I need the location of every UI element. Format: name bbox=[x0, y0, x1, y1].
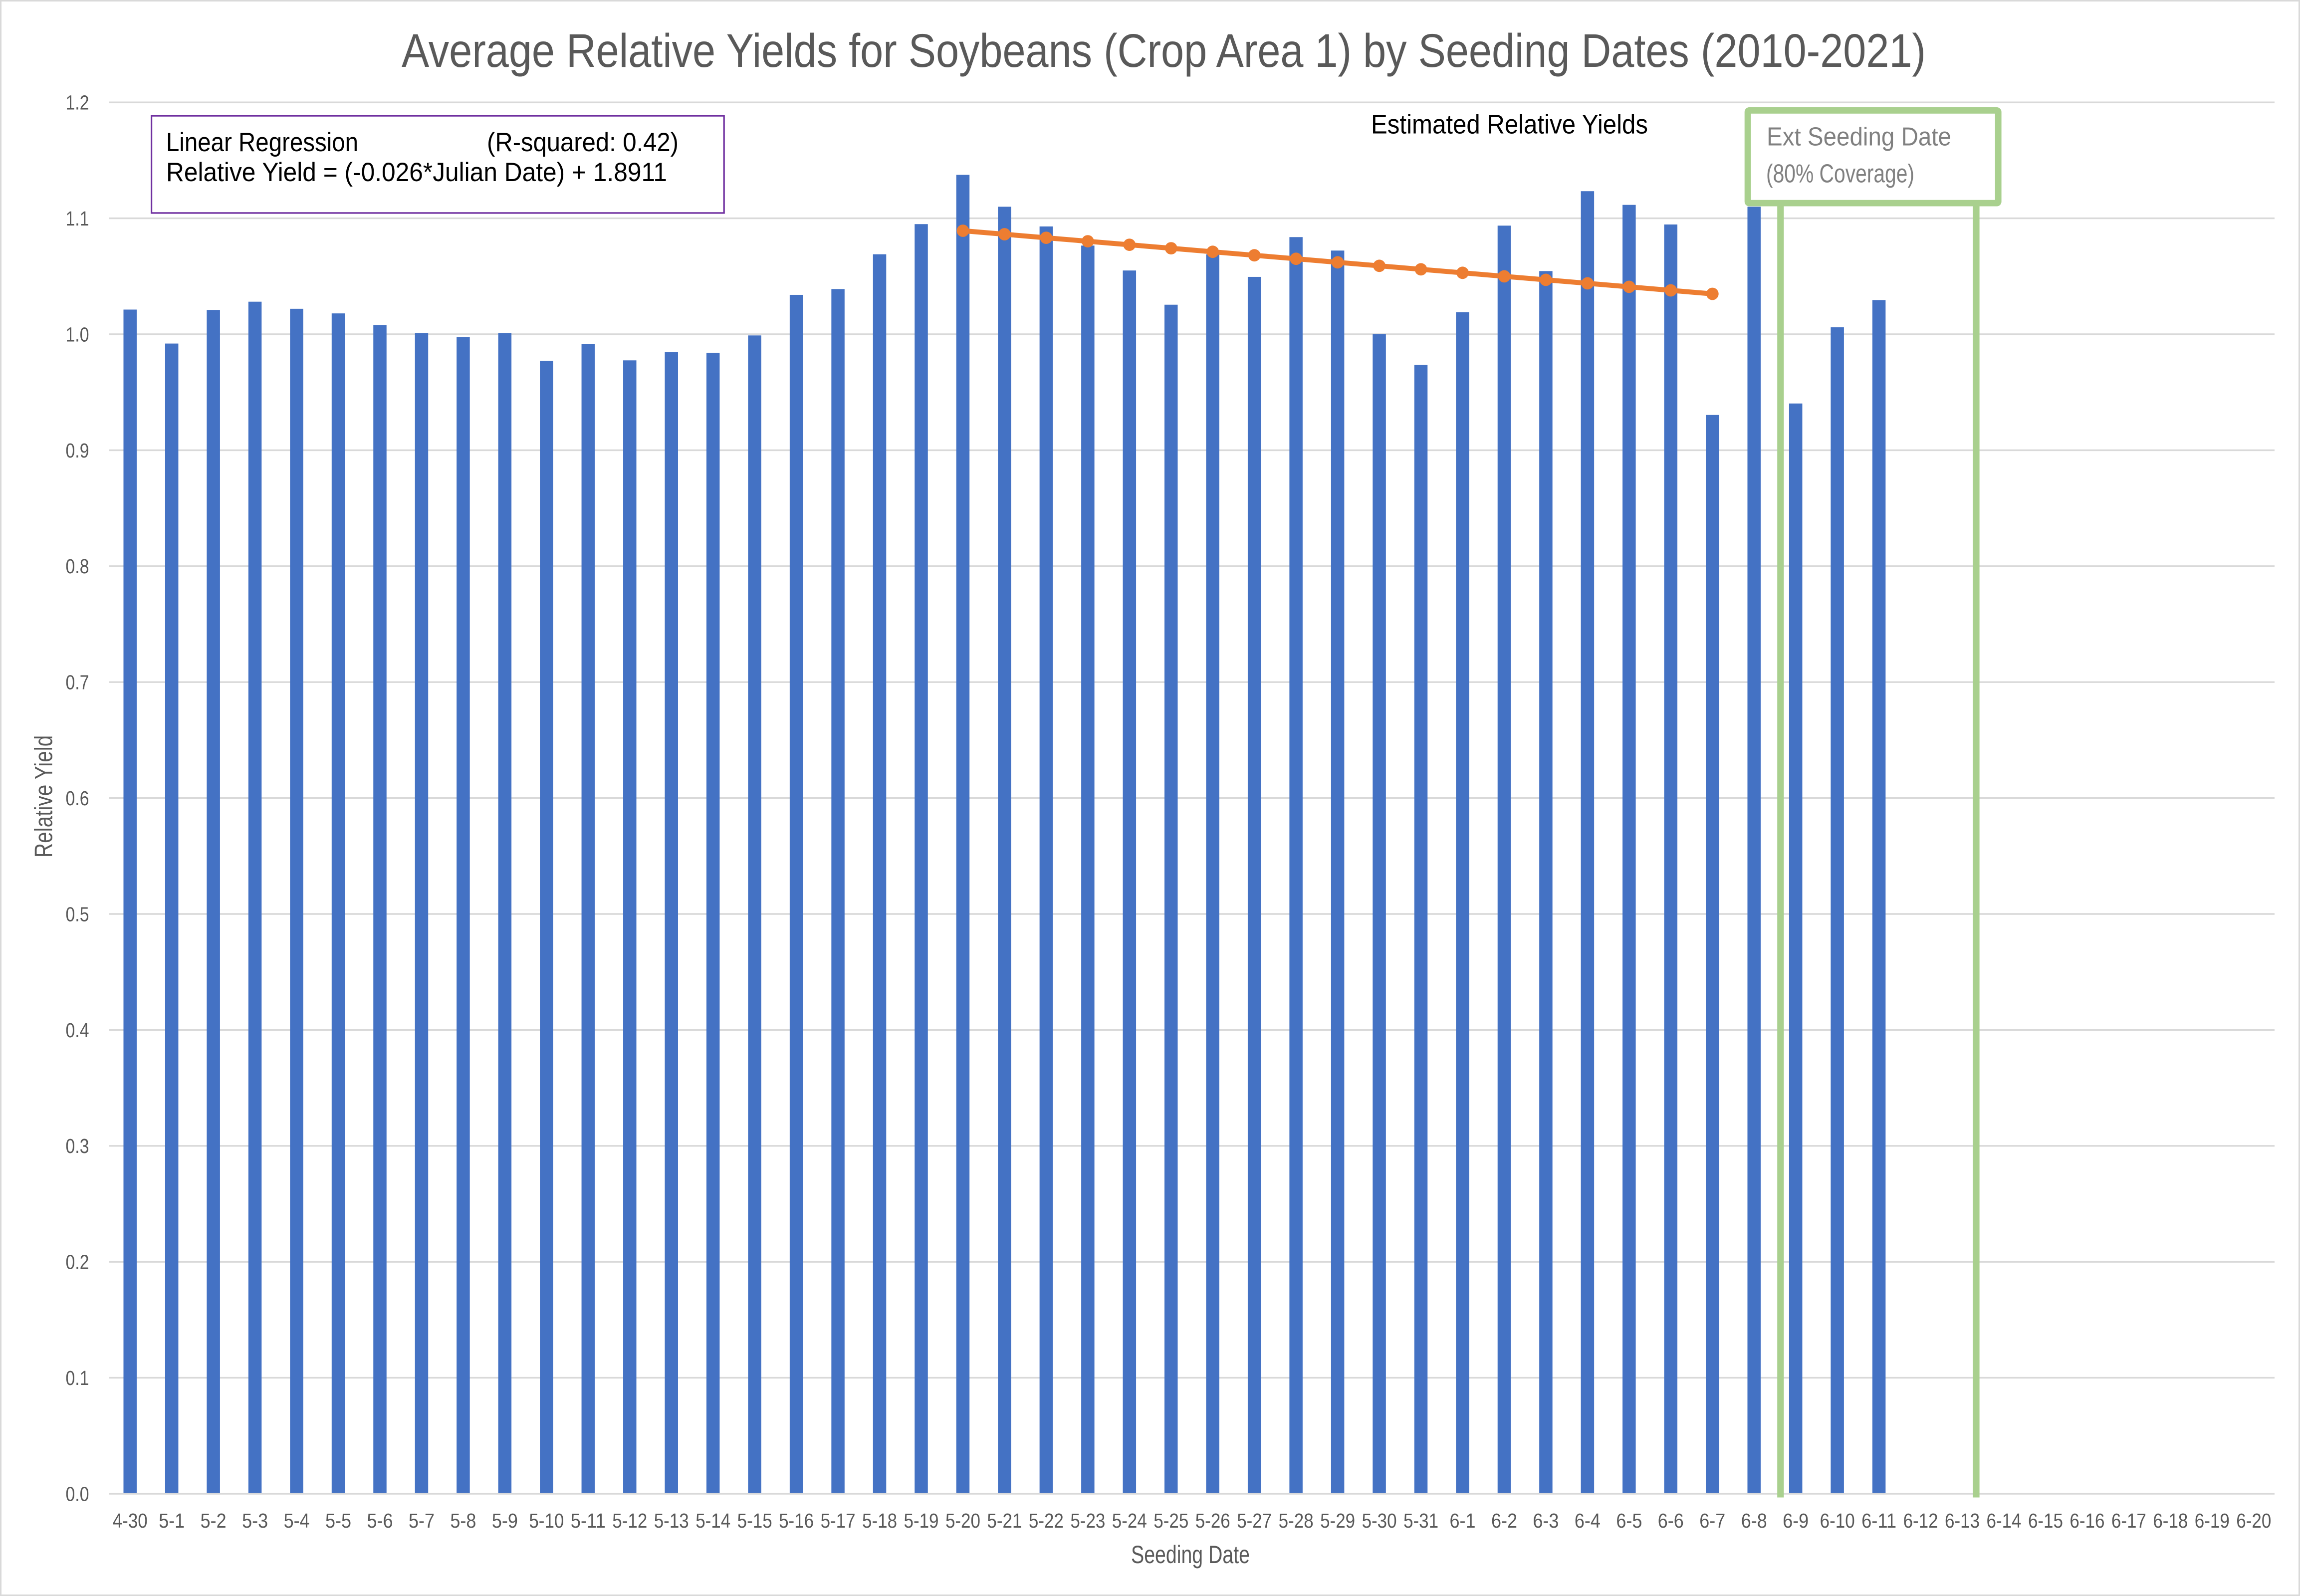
svg-text:6-1: 6-1 bbox=[1450, 1509, 1476, 1532]
svg-text:6-4: 6-4 bbox=[1575, 1509, 1601, 1532]
svg-text:5-29: 5-29 bbox=[1320, 1509, 1355, 1532]
svg-text:6-12: 6-12 bbox=[1903, 1509, 1938, 1532]
svg-text:0.2: 0.2 bbox=[66, 1251, 89, 1274]
svg-text:Seeding Date: Seeding Date bbox=[1131, 1541, 1250, 1569]
svg-text:5-1: 5-1 bbox=[159, 1509, 185, 1532]
svg-text:Linear Regression: Linear Regression bbox=[166, 128, 358, 157]
svg-text:Estimated Relative Yields: Estimated Relative Yields bbox=[1371, 109, 1648, 139]
svg-text:6-20: 6-20 bbox=[2236, 1509, 2271, 1532]
svg-text:6-5: 6-5 bbox=[1616, 1509, 1642, 1532]
svg-text:1.1: 1.1 bbox=[66, 207, 89, 230]
svg-text:0.0: 0.0 bbox=[66, 1482, 89, 1505]
svg-text:5-22: 5-22 bbox=[1029, 1509, 1064, 1532]
svg-text:0.1: 0.1 bbox=[66, 1367, 89, 1389]
svg-text:6-16: 6-16 bbox=[2070, 1509, 2104, 1532]
svg-text:5-21: 5-21 bbox=[987, 1509, 1022, 1532]
svg-text:5-31: 5-31 bbox=[1403, 1509, 1438, 1532]
svg-text:5-26: 5-26 bbox=[1195, 1509, 1230, 1532]
svg-text:6-14: 6-14 bbox=[1987, 1509, 2022, 1532]
svg-text:6-6: 6-6 bbox=[1658, 1509, 1684, 1532]
svg-text:6-7: 6-7 bbox=[1699, 1509, 1725, 1532]
svg-text:5-20: 5-20 bbox=[945, 1509, 980, 1532]
svg-text:0.6: 0.6 bbox=[66, 787, 89, 810]
svg-text:6-3: 6-3 bbox=[1533, 1509, 1559, 1532]
svg-text:0.9: 0.9 bbox=[66, 439, 89, 462]
svg-text:4-30: 4-30 bbox=[113, 1509, 148, 1532]
svg-text:Relative Yield = (-0.026*Julia: Relative Yield = (-0.026*Julian Date) + … bbox=[166, 158, 667, 187]
svg-text:6-18: 6-18 bbox=[2153, 1509, 2188, 1532]
svg-text:5-18: 5-18 bbox=[862, 1509, 897, 1532]
svg-text:5-17: 5-17 bbox=[821, 1509, 856, 1532]
svg-text:6-15: 6-15 bbox=[2028, 1509, 2063, 1532]
svg-text:6-17: 6-17 bbox=[2111, 1509, 2146, 1532]
svg-text:6-2: 6-2 bbox=[1491, 1509, 1517, 1532]
svg-text:Relative Yield: Relative Yield bbox=[29, 735, 57, 858]
svg-text:5-25: 5-25 bbox=[1153, 1509, 1188, 1532]
svg-text:1.0: 1.0 bbox=[66, 323, 89, 346]
svg-text:6-10: 6-10 bbox=[1820, 1509, 1855, 1532]
svg-text:5-30: 5-30 bbox=[1362, 1509, 1397, 1532]
svg-text:5-13: 5-13 bbox=[654, 1509, 689, 1532]
svg-text:5-6: 5-6 bbox=[367, 1509, 393, 1532]
svg-text:6-9: 6-9 bbox=[1783, 1509, 1809, 1532]
svg-text:5-3: 5-3 bbox=[242, 1509, 268, 1532]
svg-text:Ext Seeding Date: Ext Seeding Date bbox=[1767, 122, 1951, 151]
svg-text:5-4: 5-4 bbox=[284, 1509, 310, 1532]
svg-text:5-28: 5-28 bbox=[1279, 1509, 1314, 1532]
svg-text:5-23: 5-23 bbox=[1070, 1509, 1105, 1532]
svg-text:(R-squared: 0.42): (R-squared: 0.42) bbox=[487, 128, 679, 157]
svg-text:0.7: 0.7 bbox=[66, 671, 89, 694]
svg-text:5-10: 5-10 bbox=[529, 1509, 564, 1532]
svg-text:6-11: 6-11 bbox=[1861, 1509, 1896, 1532]
svg-text:0.4: 0.4 bbox=[66, 1019, 89, 1042]
svg-text:5-15: 5-15 bbox=[737, 1509, 772, 1532]
svg-text:5-27: 5-27 bbox=[1237, 1509, 1272, 1532]
svg-text:0.3: 0.3 bbox=[66, 1135, 89, 1157]
svg-text:(80% Coverage): (80% Coverage) bbox=[1766, 159, 1914, 188]
svg-text:5-5: 5-5 bbox=[325, 1509, 351, 1532]
svg-text:5-8: 5-8 bbox=[450, 1509, 476, 1532]
svg-text:6-19: 6-19 bbox=[2195, 1509, 2230, 1532]
svg-text:Average Relative Yields for So: Average Relative Yields for Soybeans (Cr… bbox=[402, 24, 1926, 77]
svg-text:5-2: 5-2 bbox=[201, 1509, 227, 1532]
svg-text:6-8: 6-8 bbox=[1741, 1509, 1767, 1532]
svg-text:5-12: 5-12 bbox=[612, 1509, 647, 1532]
svg-text:0.5: 0.5 bbox=[66, 903, 89, 925]
svg-text:5-7: 5-7 bbox=[409, 1509, 435, 1532]
svg-text:5-24: 5-24 bbox=[1112, 1509, 1147, 1532]
svg-text:5-9: 5-9 bbox=[492, 1509, 518, 1532]
svg-text:1.2: 1.2 bbox=[66, 91, 89, 114]
svg-text:6-13: 6-13 bbox=[1945, 1509, 1980, 1532]
svg-text:5-19: 5-19 bbox=[904, 1509, 939, 1532]
svg-text:5-11: 5-11 bbox=[571, 1509, 606, 1532]
svg-text:5-14: 5-14 bbox=[695, 1509, 730, 1532]
svg-text:5-16: 5-16 bbox=[779, 1509, 814, 1532]
svg-text:0.8: 0.8 bbox=[66, 555, 89, 578]
